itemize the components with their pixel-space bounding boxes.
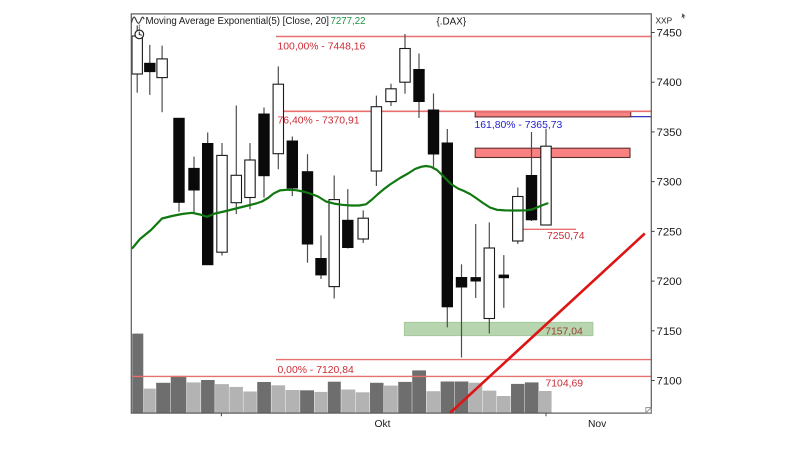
svg-text:7250: 7250: [657, 226, 682, 238]
svg-text:7350: 7350: [657, 127, 682, 139]
svg-text:7400: 7400: [657, 77, 682, 89]
svg-text:100,00% - 7448,16: 100,00% - 7448,16: [278, 41, 366, 52]
svg-text:7150: 7150: [657, 326, 682, 338]
svg-text:Okt: Okt: [375, 419, 391, 430]
svg-text:7157,04: 7157,04: [545, 327, 583, 338]
svg-text:Nov: Nov: [588, 419, 607, 430]
svg-text:161,80% - 7365,73: 161,80% - 7365,73: [475, 120, 563, 131]
svg-text:0,00% - 7120,84: 0,00% - 7120,84: [278, 365, 354, 376]
svg-text:7250,74: 7250,74: [547, 231, 585, 242]
svg-text:{.DAX}: {.DAX}: [437, 16, 467, 27]
svg-text:7277,22: 7277,22: [331, 16, 366, 27]
svg-text:7100: 7100: [657, 376, 682, 388]
svg-text:XXP: XXP: [656, 15, 673, 25]
svg-text:Moving Average Exponential(5): Moving Average Exponential(5) [Close, 20…: [146, 16, 329, 27]
svg-text:7300: 7300: [657, 177, 682, 189]
svg-text:76,40% - 7370,91: 76,40% - 7370,91: [278, 116, 360, 127]
svg-text:7450: 7450: [657, 28, 682, 40]
svg-text:7200: 7200: [657, 276, 682, 288]
svg-text:7104,69: 7104,69: [546, 378, 584, 389]
